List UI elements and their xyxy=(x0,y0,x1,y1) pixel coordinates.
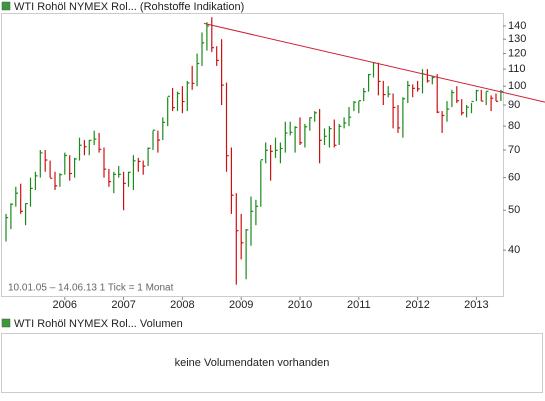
x-tick-label: 2013 xyxy=(464,299,488,311)
y-tick-label: 120 xyxy=(508,47,526,59)
legend-icon xyxy=(1,1,11,11)
range-note: 10.01.05 – 14.06.13 1 Tick = 1 Monat xyxy=(8,283,174,294)
volume-note: keine Volumendaten vorhanden xyxy=(175,357,330,369)
chart-title: WTI Rohöl NYMEX Rol... (Rohstoffe Indika… xyxy=(14,1,244,13)
y-tick-label: 100 xyxy=(508,80,526,92)
volume-title: WTI Rohöl NYMEX Rol... Volumen xyxy=(14,318,183,330)
y-tick-label: 70 xyxy=(508,144,520,156)
x-tick-label: 2010 xyxy=(288,299,312,311)
trendline xyxy=(203,22,545,103)
legend-icon xyxy=(1,318,11,328)
y-tick-label: 40 xyxy=(508,244,520,256)
x-tick-label: 2007 xyxy=(111,299,135,311)
x-tick-label: 2012 xyxy=(405,299,429,311)
y-tick-label: 110 xyxy=(508,63,526,75)
y-tick-label: 60 xyxy=(508,172,520,184)
x-tick-label: 2008 xyxy=(170,299,194,311)
y-tick-label: 130 xyxy=(508,33,526,45)
y-tick-label: 90 xyxy=(508,99,520,111)
x-tick-label: 2011 xyxy=(347,299,371,311)
x-tick-label: 2009 xyxy=(229,299,253,311)
y-tick-label: 80 xyxy=(508,120,520,132)
plot-frame xyxy=(1,13,504,297)
volume-frame xyxy=(1,333,543,393)
x-tick-label: 2006 xyxy=(53,299,77,311)
y-tick-label: 140 xyxy=(508,20,526,32)
y-tick-label: 50 xyxy=(508,204,520,216)
